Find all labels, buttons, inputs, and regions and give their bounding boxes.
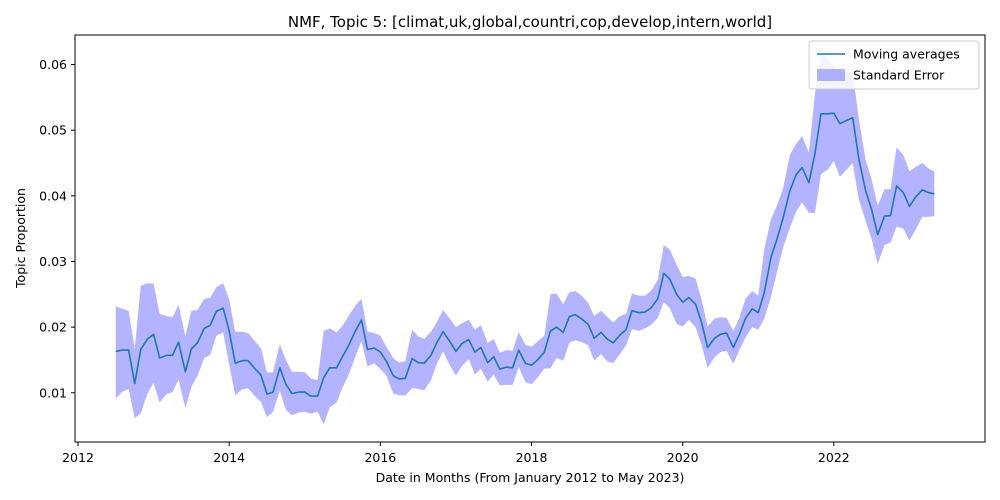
standard-error-band: [115, 52, 935, 425]
legend-label: Standard Error: [853, 68, 945, 83]
x-tick-label: 2020: [667, 450, 699, 465]
y-tick-label: 0.05: [39, 123, 67, 138]
chart-title: NMF, Topic 5: [climat,uk,global,countri,…: [288, 13, 772, 31]
y-tick-label: 0.06: [39, 57, 67, 72]
legend-box: [808, 40, 980, 90]
legend-label: Moving averages: [853, 47, 960, 62]
plot-area: 2012 2014 2016 2018 2020 2022 0.01 0.02 0.03 0.04…: [39, 34, 986, 465]
x-tick-label: 2014: [213, 450, 245, 465]
y-tick-label: 0.02: [39, 320, 67, 335]
y-tick-label: 0.03: [39, 254, 67, 269]
legend: Moving averages Standard Error: [808, 40, 980, 90]
x-tick-label: 2012: [62, 450, 94, 465]
y-tick-label: 0.01: [39, 385, 67, 400]
moving-average-line: [115, 112, 935, 397]
axes-frame: [74, 34, 986, 443]
x-tick-label: 2016: [364, 450, 396, 465]
x-tick-label: 2018: [516, 450, 548, 465]
y-axis-label: Topic Proportion: [13, 188, 28, 289]
legend-band-swatch: [817, 69, 845, 81]
y-tick-label: 0.04: [39, 188, 67, 203]
x-tick-label: 2022: [818, 450, 850, 465]
x-axis-label: Date in Months (From January 2012 to May…: [376, 470, 685, 485]
